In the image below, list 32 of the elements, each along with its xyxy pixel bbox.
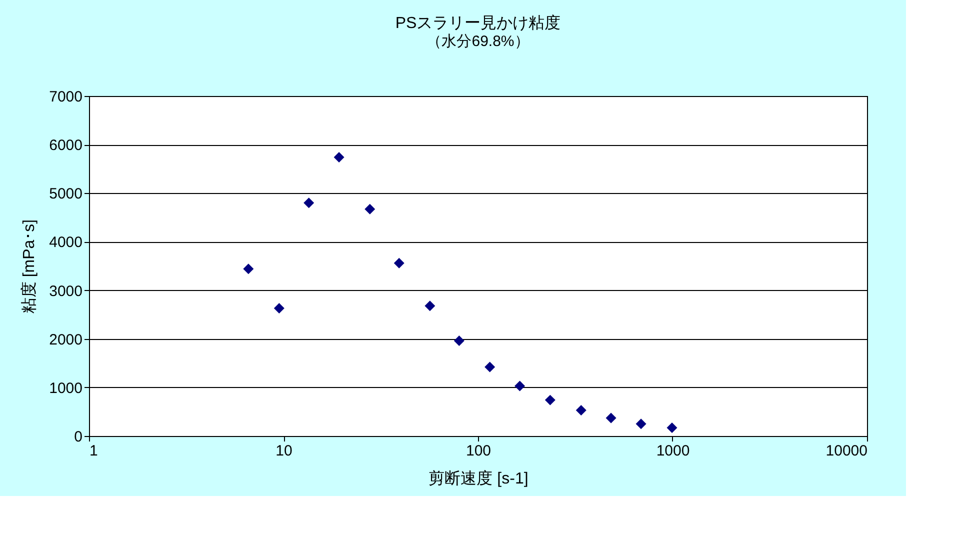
y-axis-title: 粘度 [mPa･s]: [20, 219, 38, 314]
x-axis-title: 剪断速度 [s-1]: [428, 470, 528, 488]
point: [544, 394, 556, 406]
point: [484, 362, 496, 372]
y-tick-label: 6000: [49, 137, 82, 154]
point: [606, 412, 616, 424]
y-tick-label: 3000: [49, 282, 82, 300]
y-tick-label: 1000: [49, 380, 82, 397]
point: [334, 152, 344, 162]
x-tick-label: 10: [276, 442, 292, 460]
y-tick-label: 5000: [49, 186, 82, 203]
point: [576, 405, 586, 416]
chart-subtitle: （水分69.8%）: [426, 33, 530, 50]
x-tick-label: 100: [466, 442, 492, 460]
x-tick-label: 1: [90, 442, 98, 460]
chart-title: PSスラリー見かけ粘度: [395, 14, 561, 32]
point: [666, 422, 678, 433]
point: [243, 264, 254, 274]
y-tick-label: 7000: [49, 88, 82, 106]
y-tick-label: 4000: [49, 234, 82, 252]
point: [636, 418, 646, 430]
point: [364, 204, 376, 214]
y-tick-label: 2000: [49, 331, 82, 348]
point: [424, 300, 436, 312]
point: [274, 303, 284, 314]
point: [304, 198, 314, 208]
x-tick-label: 10000: [826, 442, 868, 460]
point: [514, 380, 526, 392]
point: [454, 336, 464, 346]
x-tick-label: 1000: [656, 442, 690, 460]
point: [394, 258, 404, 268]
y-tick-label: 0: [74, 428, 82, 446]
